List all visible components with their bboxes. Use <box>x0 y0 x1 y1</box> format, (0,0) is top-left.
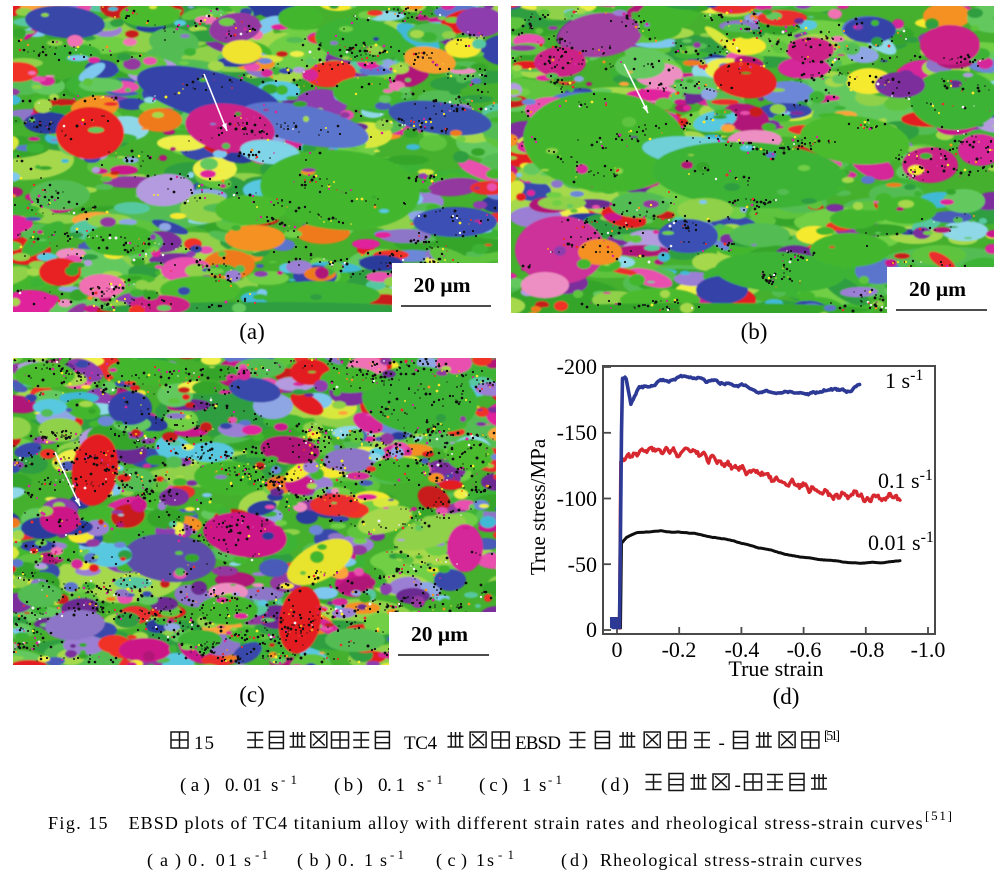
svg-text:20 μm: 20 μm <box>414 273 471 297</box>
svg-text:20 μm: 20 μm <box>909 277 966 301</box>
